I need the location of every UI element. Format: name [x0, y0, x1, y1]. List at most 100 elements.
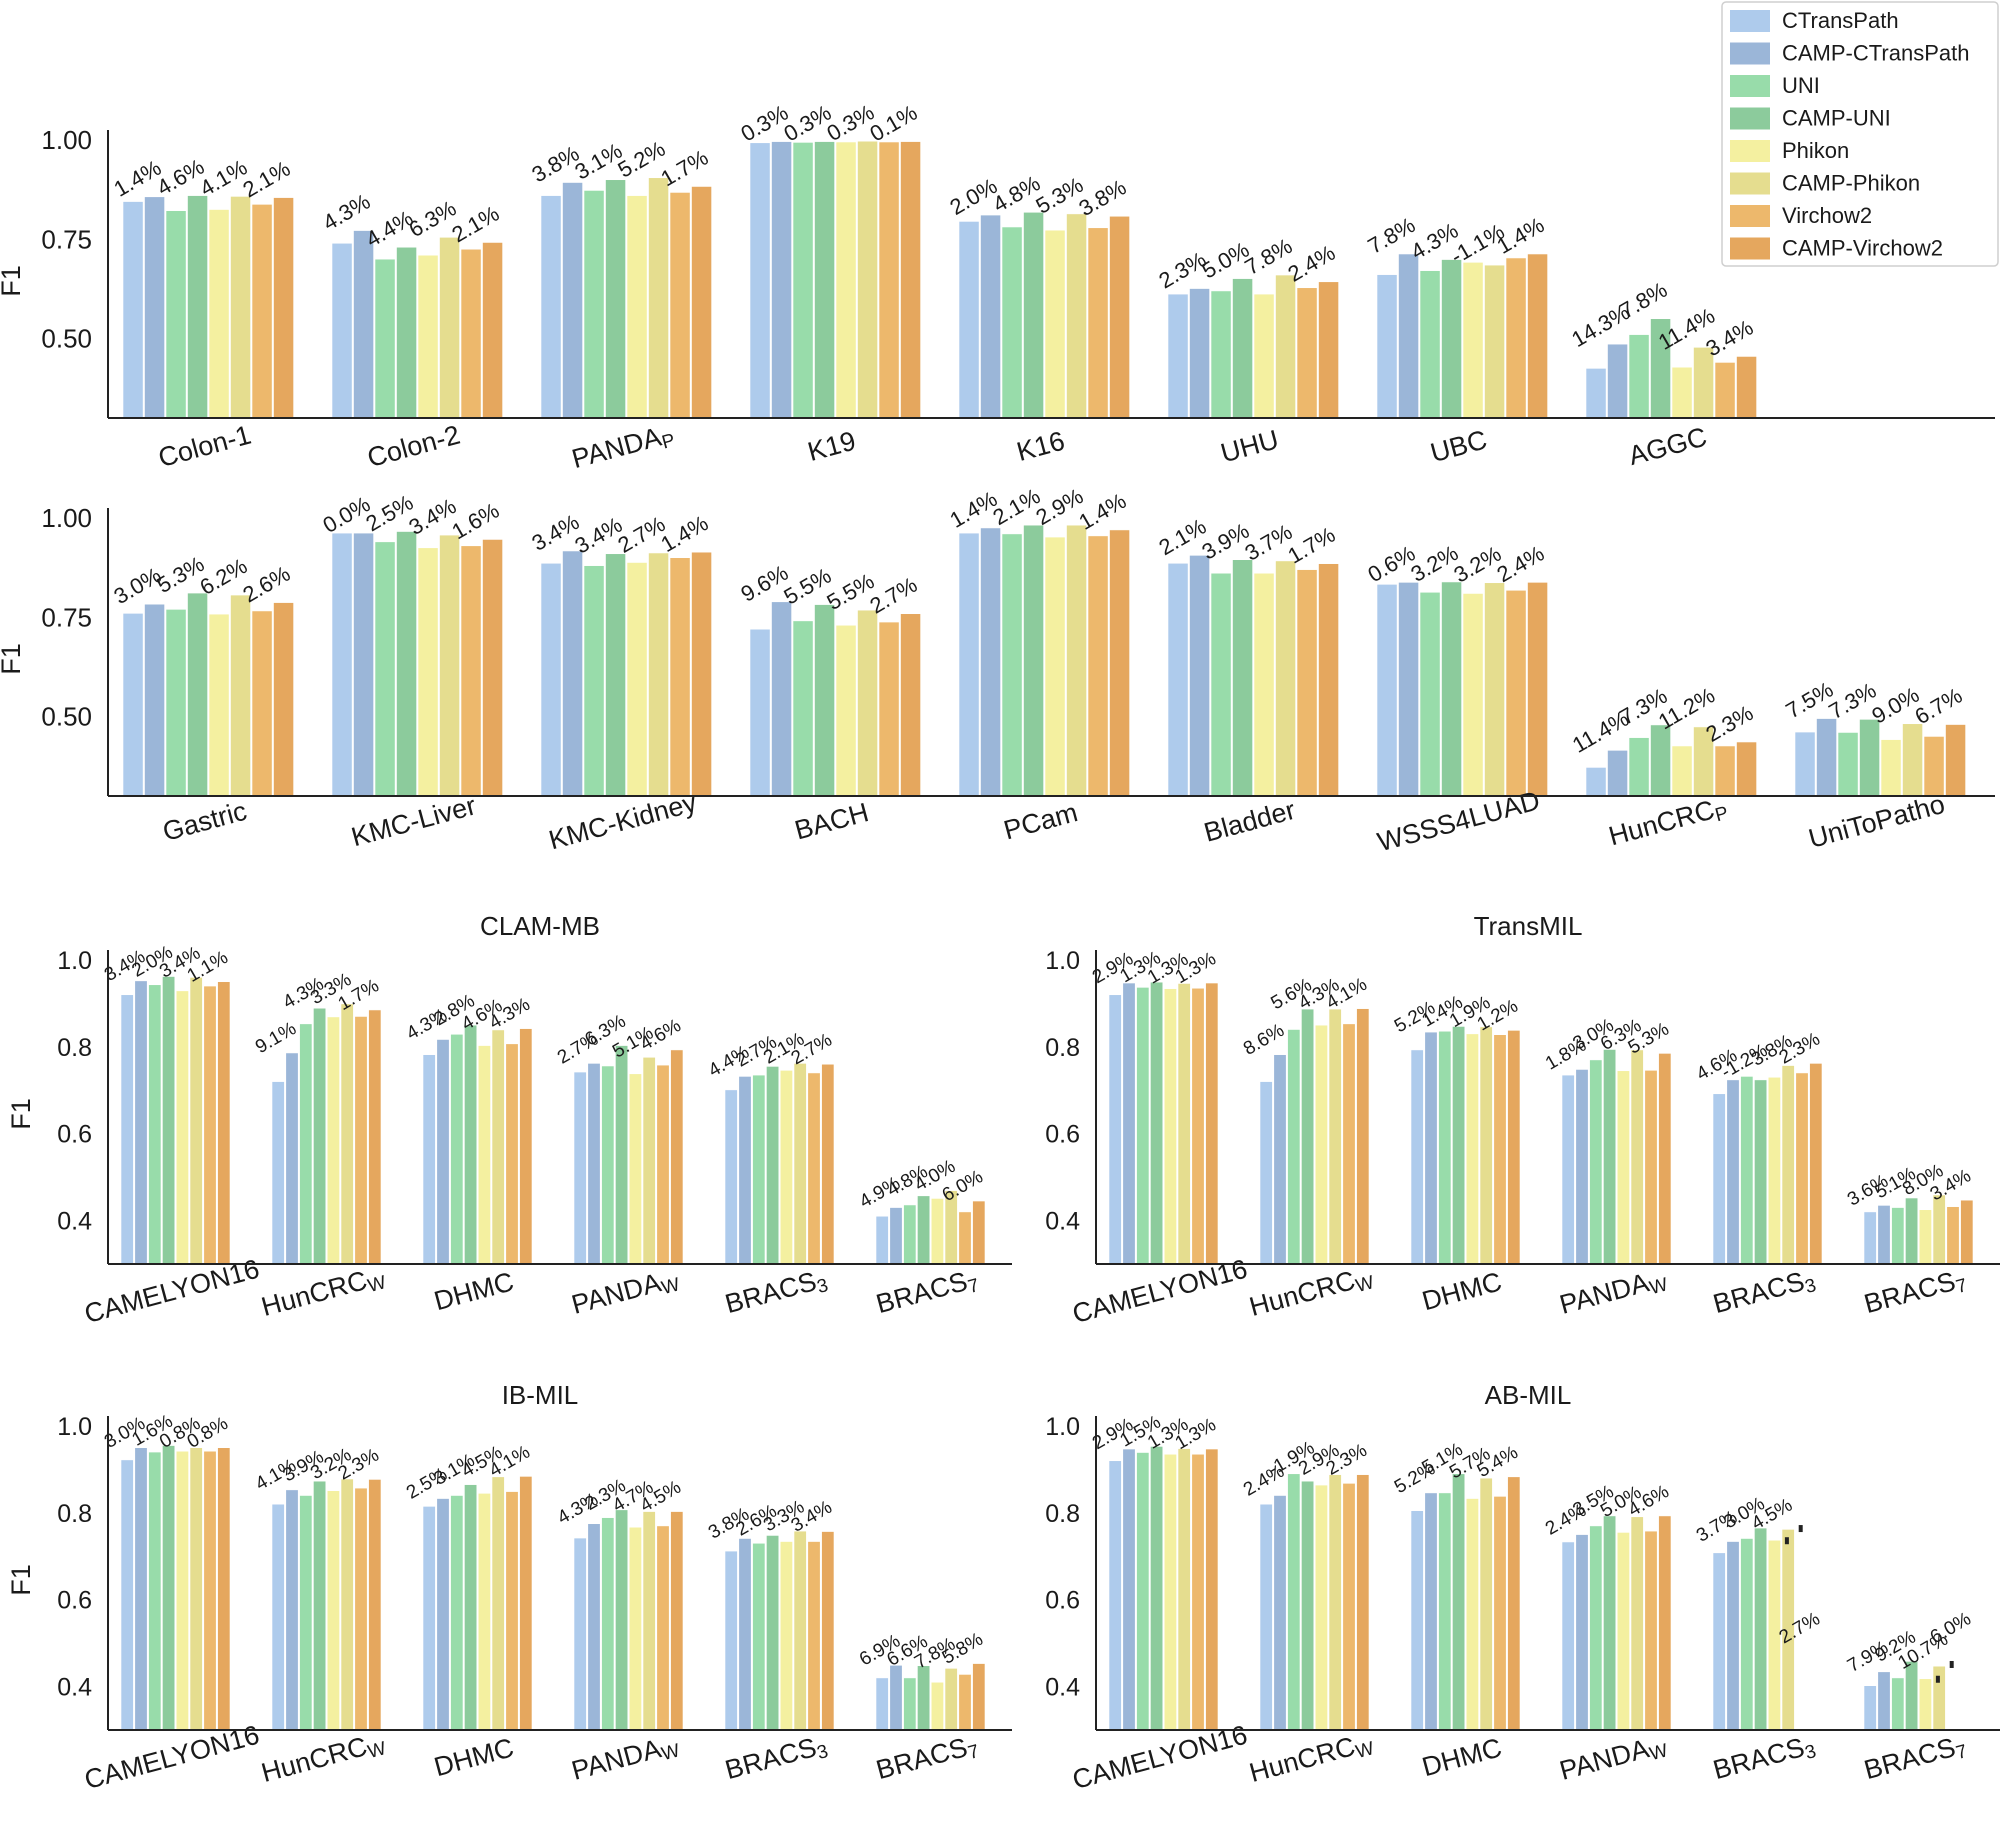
bar — [1122, 1448, 1136, 1731]
bar — [1493, 1496, 1507, 1731]
bar — [439, 237, 460, 419]
bar — [1658, 1053, 1672, 1265]
bar — [1462, 262, 1484, 419]
error-marker — [1935, 1675, 1940, 1683]
bar — [464, 1484, 478, 1731]
bar — [972, 1200, 986, 1265]
bar — [1424, 1492, 1438, 1731]
category-label: BRACS3 — [1710, 1729, 1819, 1788]
y-axis-label: F1 — [0, 265, 26, 297]
bar — [148, 1451, 162, 1731]
category-label: Colon-2 — [364, 420, 463, 473]
y-tick-label: 0.6 — [1045, 1121, 1080, 1149]
y-tick-label: 0.8 — [1045, 1034, 1080, 1062]
bar — [374, 541, 396, 797]
improvement-label: 6.7% — [1911, 683, 1967, 730]
improvement-label: 1.4% — [1493, 212, 1549, 259]
y-tick-label: 0.8 — [57, 1500, 92, 1528]
bar — [1877, 1671, 1891, 1731]
bar — [980, 527, 1001, 797]
improvement-label: 1.7% — [1284, 522, 1340, 569]
bar — [368, 1479, 382, 1731]
bar — [217, 981, 231, 1265]
bar — [1210, 572, 1232, 797]
bar — [972, 1663, 986, 1731]
y-tick-label: 0.75 — [41, 224, 92, 254]
bar — [1628, 737, 1650, 797]
bar — [821, 1531, 835, 1731]
bar — [958, 532, 980, 797]
bar — [1452, 1026, 1466, 1265]
bar — [187, 195, 208, 419]
bar — [738, 1538, 752, 1731]
legend-label: Phikon — [1782, 138, 1849, 163]
y-tick-label: 0.6 — [57, 1587, 92, 1615]
bar — [724, 1550, 738, 1731]
bar — [1066, 213, 1087, 419]
bar — [271, 1081, 285, 1265]
bar — [605, 553, 626, 797]
bar — [1607, 343, 1628, 419]
bar — [1918, 1678, 1932, 1731]
bar — [958, 221, 980, 419]
bar — [1191, 1453, 1205, 1731]
bar — [1419, 591, 1441, 797]
bar — [134, 1447, 148, 1731]
bar — [120, 1459, 134, 1731]
y-tick-label: 0.4 — [1045, 1208, 1080, 1236]
category-label: BRACS3 — [722, 1729, 831, 1788]
bar — [1630, 1049, 1644, 1265]
bar — [331, 242, 353, 419]
bar — [1507, 1476, 1521, 1731]
bar — [656, 1525, 670, 1731]
bar — [1376, 274, 1398, 419]
bar — [1210, 290, 1232, 419]
legend-label: CAMP-UNI — [1782, 106, 1891, 131]
bar — [354, 1487, 368, 1731]
bar — [691, 186, 712, 419]
bar — [1589, 1059, 1603, 1265]
bar — [477, 1493, 491, 1731]
bar — [766, 1535, 780, 1731]
bar — [1253, 293, 1275, 419]
bar — [1527, 582, 1548, 797]
bar — [1945, 724, 1966, 797]
legend-label: CAMP-CTransPath — [1782, 41, 1969, 66]
bar — [450, 1033, 464, 1265]
category-label: DHMC — [1419, 1732, 1505, 1782]
bar — [1136, 1452, 1150, 1731]
y-tick-label: 0.6 — [1045, 1587, 1080, 1615]
bar — [749, 142, 771, 419]
bar — [903, 1677, 917, 1731]
bar — [900, 613, 921, 797]
bar — [285, 1052, 299, 1265]
bar — [1108, 1460, 1122, 1731]
panel-title: CLAM-MB — [480, 911, 600, 941]
bar — [1736, 741, 1757, 797]
bar — [313, 1007, 327, 1265]
category-label: PANDAW — [568, 1729, 682, 1789]
category-label: PCam — [1001, 797, 1081, 845]
bar — [1441, 581, 1462, 797]
bar — [1781, 1065, 1795, 1265]
bar — [930, 1198, 944, 1265]
bar — [482, 539, 503, 797]
bar — [1585, 767, 1607, 797]
bar — [491, 1029, 505, 1265]
bar — [460, 545, 482, 797]
bar — [464, 1024, 478, 1265]
bar — [601, 1065, 615, 1265]
bar — [1465, 1498, 1479, 1731]
bar — [1603, 1515, 1617, 1731]
bar — [1136, 987, 1150, 1265]
category-label: Gastric — [159, 796, 249, 847]
bar — [835, 141, 857, 419]
bar — [505, 1043, 519, 1265]
bar — [482, 242, 503, 419]
bar — [230, 594, 251, 797]
bar — [1314, 1024, 1328, 1265]
y-tick-label: 0.4 — [57, 1674, 92, 1702]
bar — [208, 613, 230, 797]
bar — [1150, 981, 1164, 1265]
bar — [1671, 366, 1693, 419]
